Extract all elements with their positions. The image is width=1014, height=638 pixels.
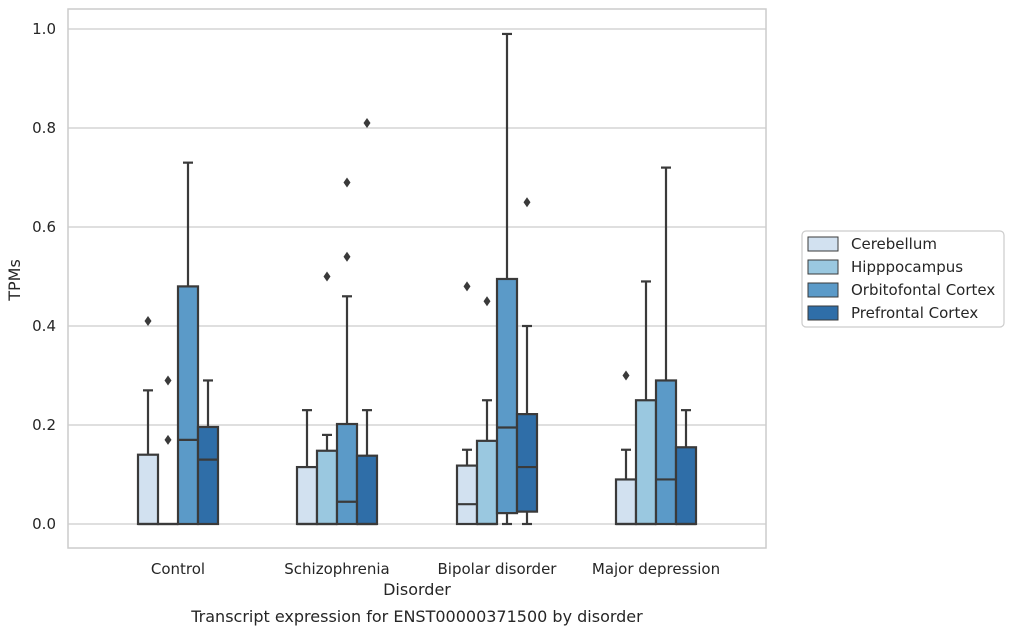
box-1-3 <box>457 281 477 524</box>
box-1-4 <box>616 371 636 525</box>
outlier-point <box>464 281 471 291</box>
box-rect <box>636 400 656 524</box>
box-3-1 <box>178 163 198 524</box>
box-4-3 <box>517 197 537 524</box>
legend-swatch <box>808 237 838 251</box>
x-tick-label: Schizophrenia <box>284 560 389 578</box>
box-rect <box>616 479 636 524</box>
box-rect <box>517 414 537 512</box>
outlier-point <box>344 252 351 262</box>
outlier-point <box>524 197 531 207</box>
legend-label: Prefrontal Cortex <box>851 304 978 322</box>
y-axis-label: TPMs <box>5 259 24 302</box>
box-3-3 <box>497 34 517 524</box>
outlier-point <box>623 371 630 381</box>
box-rect <box>477 441 497 524</box>
box-4-2 <box>357 118 377 524</box>
box-2-3 <box>477 296 497 524</box>
outlier-point <box>165 435 172 445</box>
y-tick-label: 1.0 <box>32 20 56 38</box>
legend-swatch <box>808 283 838 297</box>
box-1-1 <box>138 316 158 524</box>
x-tick-label: Bipolar disorder <box>438 560 558 578</box>
box-rect <box>497 279 517 513</box>
outlier-point <box>145 316 152 326</box>
outlier-point <box>364 118 371 128</box>
box-rect <box>317 451 337 524</box>
box-rect <box>676 447 696 524</box>
chart-title: Transcript expression for ENST0000037150… <box>190 607 643 626</box>
outlier-point <box>324 272 331 282</box>
y-axis-ticks: 0.0 0.2 0.4 0.6 0.8 1.0 <box>32 20 56 533</box>
box-rect <box>656 380 676 524</box>
box-rect <box>297 467 317 524</box>
box-rect <box>178 286 198 524</box>
box-2-1 <box>158 375 178 524</box>
x-axis-ticks: Control Schizophrenia Bipolar disorder Majo… <box>151 560 720 578</box>
box-rect <box>138 455 158 524</box>
legend-label: Orbitofontal Cortex <box>851 281 995 299</box>
box-3-2 <box>337 177 357 524</box>
box-rect <box>198 427 218 524</box>
legend-label: Cerebellum <box>851 235 937 253</box>
outlier-point <box>484 296 491 306</box>
outlier-point <box>165 375 172 385</box>
box-4-4 <box>676 410 696 524</box>
box-1-2 <box>297 410 317 524</box>
y-tick-label: 0.4 <box>32 317 56 335</box>
x-tick-label: Major depression <box>592 560 720 578</box>
box-rect <box>357 456 377 524</box>
x-tick-label: Control <box>151 560 205 578</box>
legend-swatch <box>808 306 838 320</box>
box-2-4 <box>636 281 656 524</box>
legend-swatch <box>808 260 838 274</box>
y-tick-label: 0.6 <box>32 218 56 236</box>
y-tick-label: 0.8 <box>32 119 56 137</box>
x-axis-label: Disorder <box>383 580 451 599</box>
box-rect <box>457 466 477 524</box>
y-tick-label: 0.2 <box>32 416 56 434</box>
box-rect <box>337 424 357 524</box>
outlier-point <box>344 177 351 187</box>
box-3-4 <box>656 168 676 524</box>
legend: Cerebellum Hipppocampus Orbitofontal Corte… <box>802 231 1004 327</box>
y-tick-label: 0.0 <box>32 515 56 533</box>
legend-label: Hipppocampus <box>851 258 963 276</box>
box-series <box>138 34 696 524</box>
box-4-1 <box>198 380 218 524</box>
box-2-2 <box>317 272 337 525</box>
